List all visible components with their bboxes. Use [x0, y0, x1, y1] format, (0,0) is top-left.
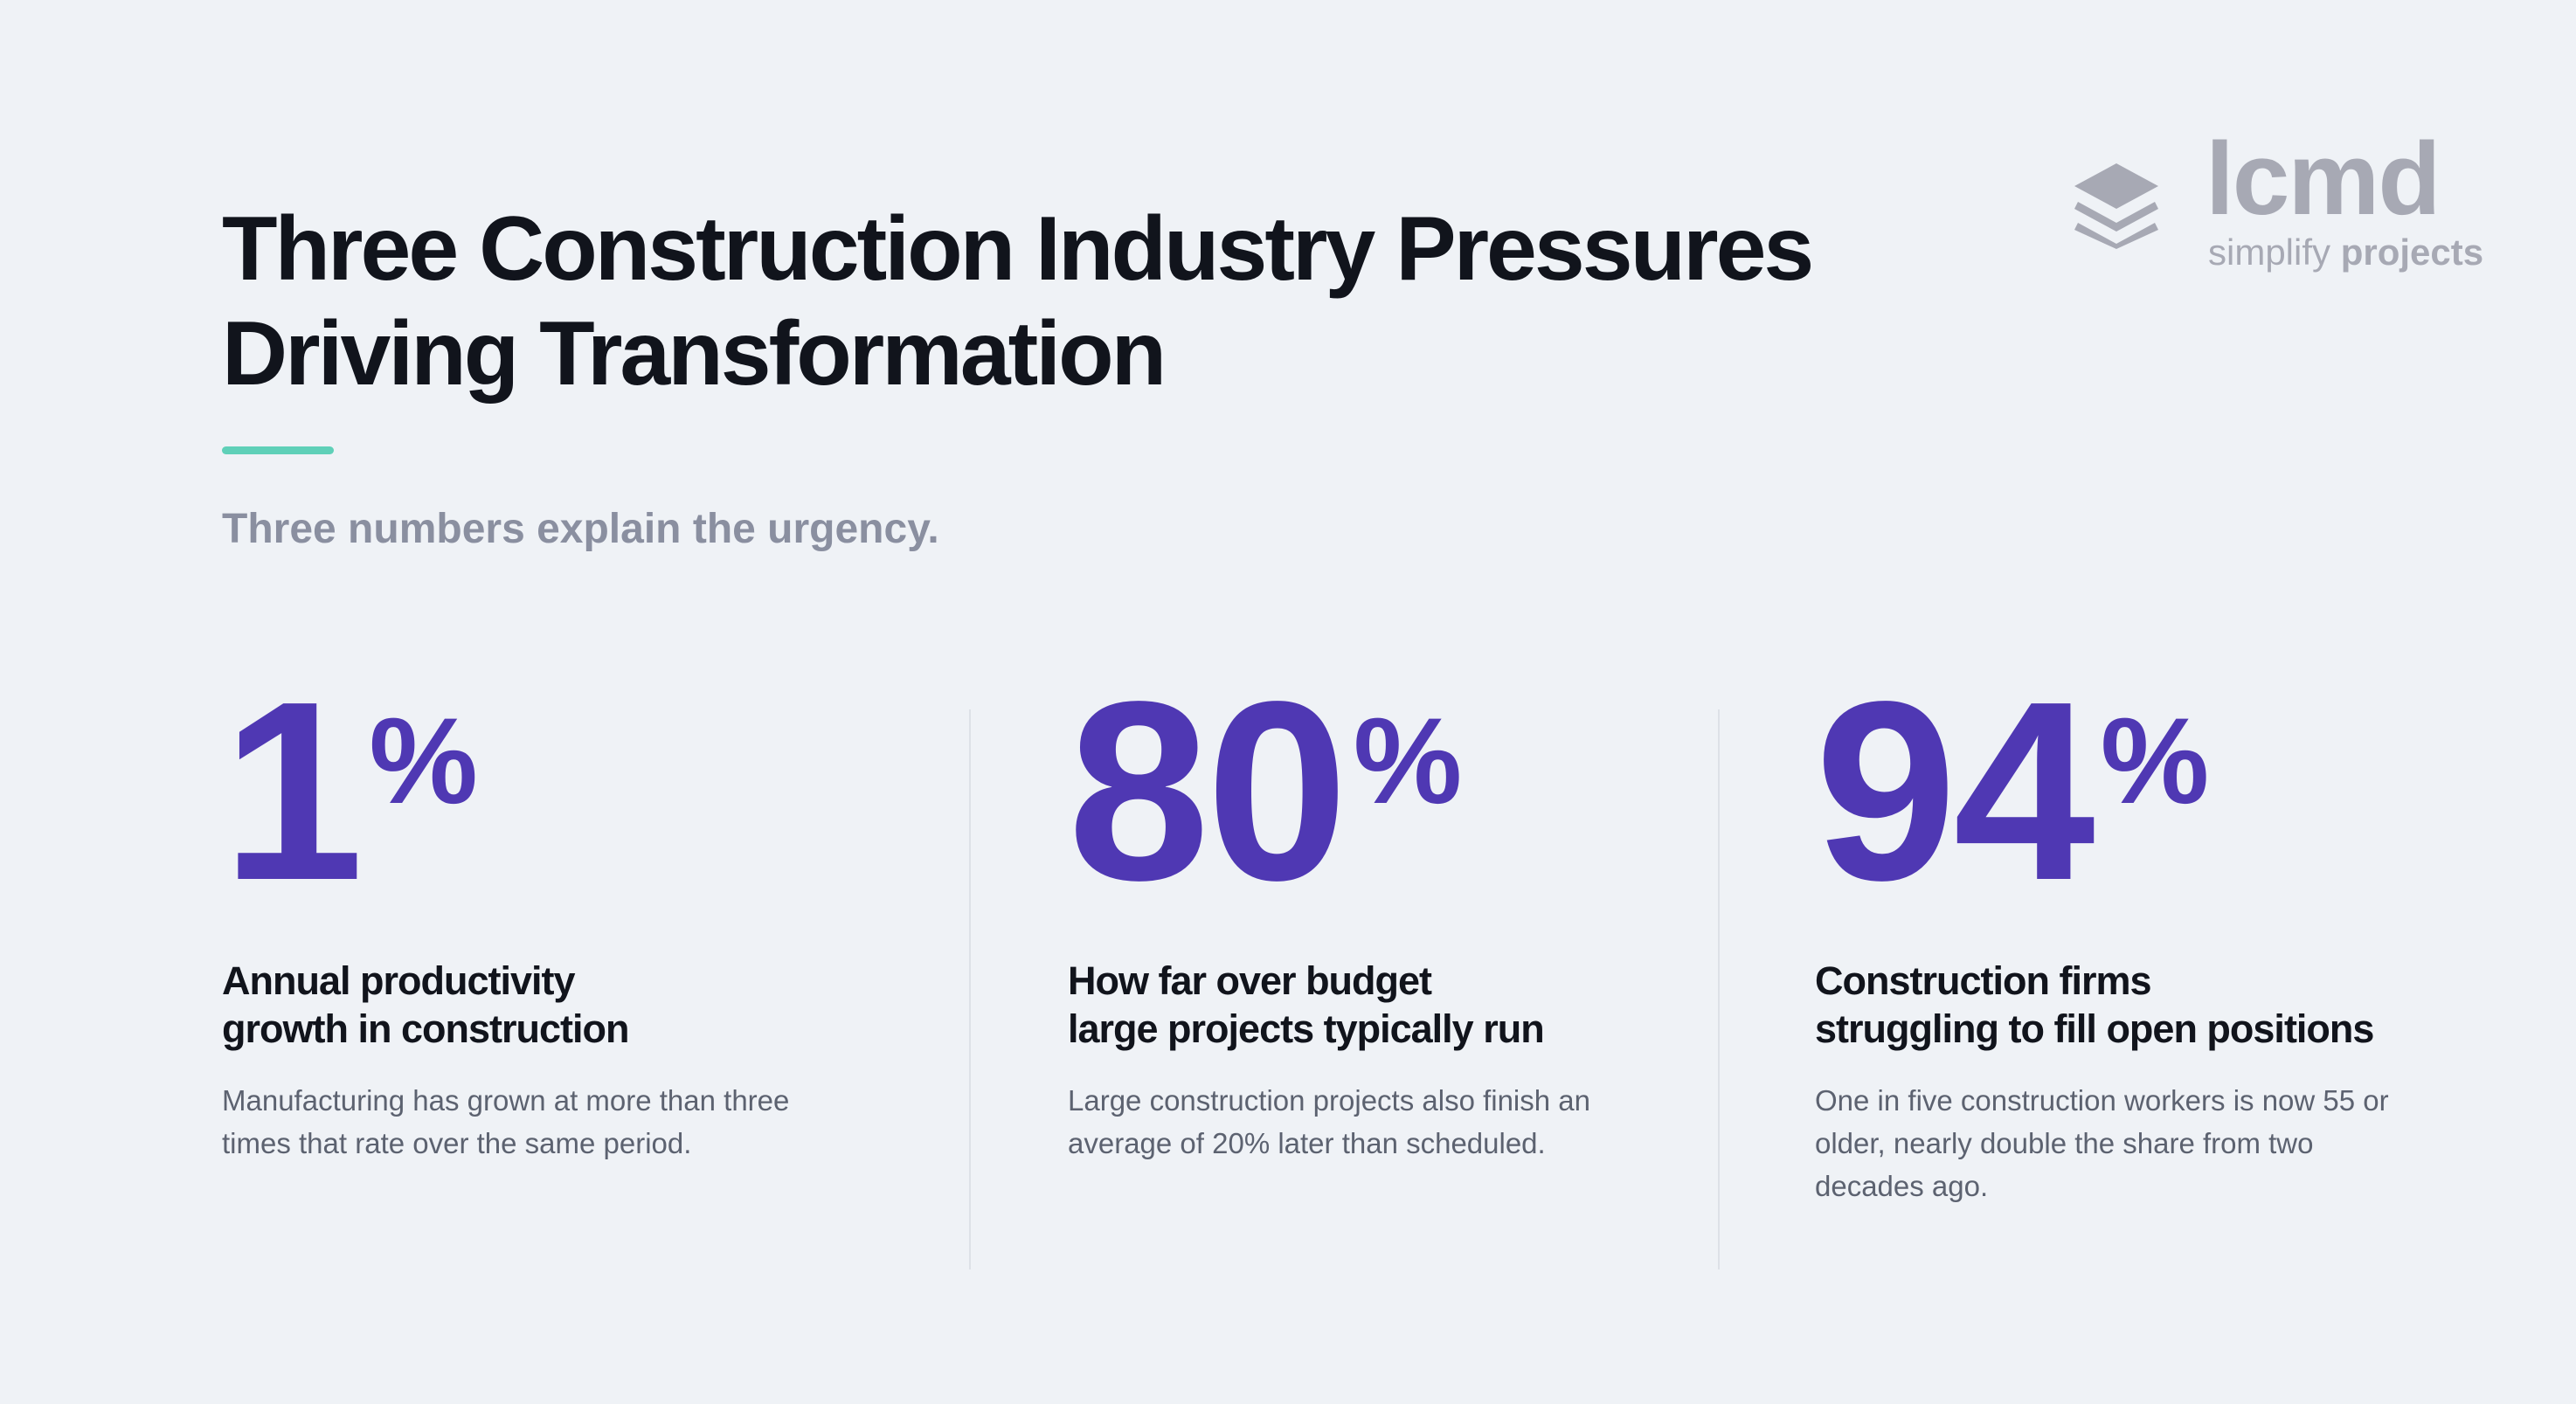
stat-heading: Construction firms struggling to fill ope…: [1815, 957, 2479, 1053]
logo-tagline: simplify projects: [2208, 232, 2483, 273]
stat-heading-line: large projects typically run: [1068, 1006, 1545, 1051]
stat-heading-line: Annual productivity: [222, 958, 576, 1003]
stat-number: 94: [1815, 648, 2095, 933]
stat-heading-line: growth in construction: [222, 1006, 629, 1051]
stat-description: Manufacturing has grown at more than thr…: [222, 1084, 790, 1159]
title: Three Construction Industry Pressures Dr…: [222, 197, 1814, 406]
stat-heading-line: Construction firms: [1815, 958, 2152, 1003]
stat-column: 80% How far over budget large projects typ…: [1068, 663, 1732, 1165]
stat-heading-line: struggling to fill open positions: [1815, 1006, 2374, 1051]
tagline-light: simplify: [2208, 232, 2331, 273]
column-divider: [1718, 709, 1720, 1269]
logo-icon: [2074, 163, 2158, 249]
stat-unit: %: [1353, 692, 1463, 829]
stat-unit: %: [369, 692, 478, 829]
title-line: Three Construction Industry Pressures: [222, 198, 1814, 300]
column-divider: [969, 709, 971, 1269]
subtitle: Three numbers explain the urgency.: [222, 506, 939, 552]
stat-heading: How far over budget large projects typica…: [1068, 957, 1732, 1053]
logo-name: lcmd: [2206, 121, 2441, 237]
stat-heading-line: How far over budget: [1068, 958, 1432, 1003]
stat-unit: %: [2100, 692, 2210, 829]
stat-description: One in five construction workers is now …: [1815, 1084, 2389, 1202]
stat-figure: 80%: [1068, 663, 1732, 918]
accent-bar: [222, 446, 334, 454]
stat-heading: Annual productivity growth in constructio…: [222, 957, 886, 1053]
stat-figure: 94%: [1815, 663, 2479, 918]
stat-column: 94% Construction firms struggling to fill …: [1815, 663, 2479, 1207]
stat-description: Large construction projects also finish …: [1068, 1084, 1590, 1159]
stat-number: 1: [222, 648, 364, 933]
stat-figure: 1%: [222, 663, 886, 918]
tagline-bold: projects: [2340, 232, 2484, 273]
title-line: Driving Transformation: [222, 303, 1167, 405]
stat-number: 80: [1068, 648, 1348, 933]
stat-column: 1% Annual productivity growth in construct…: [222, 663, 886, 1165]
